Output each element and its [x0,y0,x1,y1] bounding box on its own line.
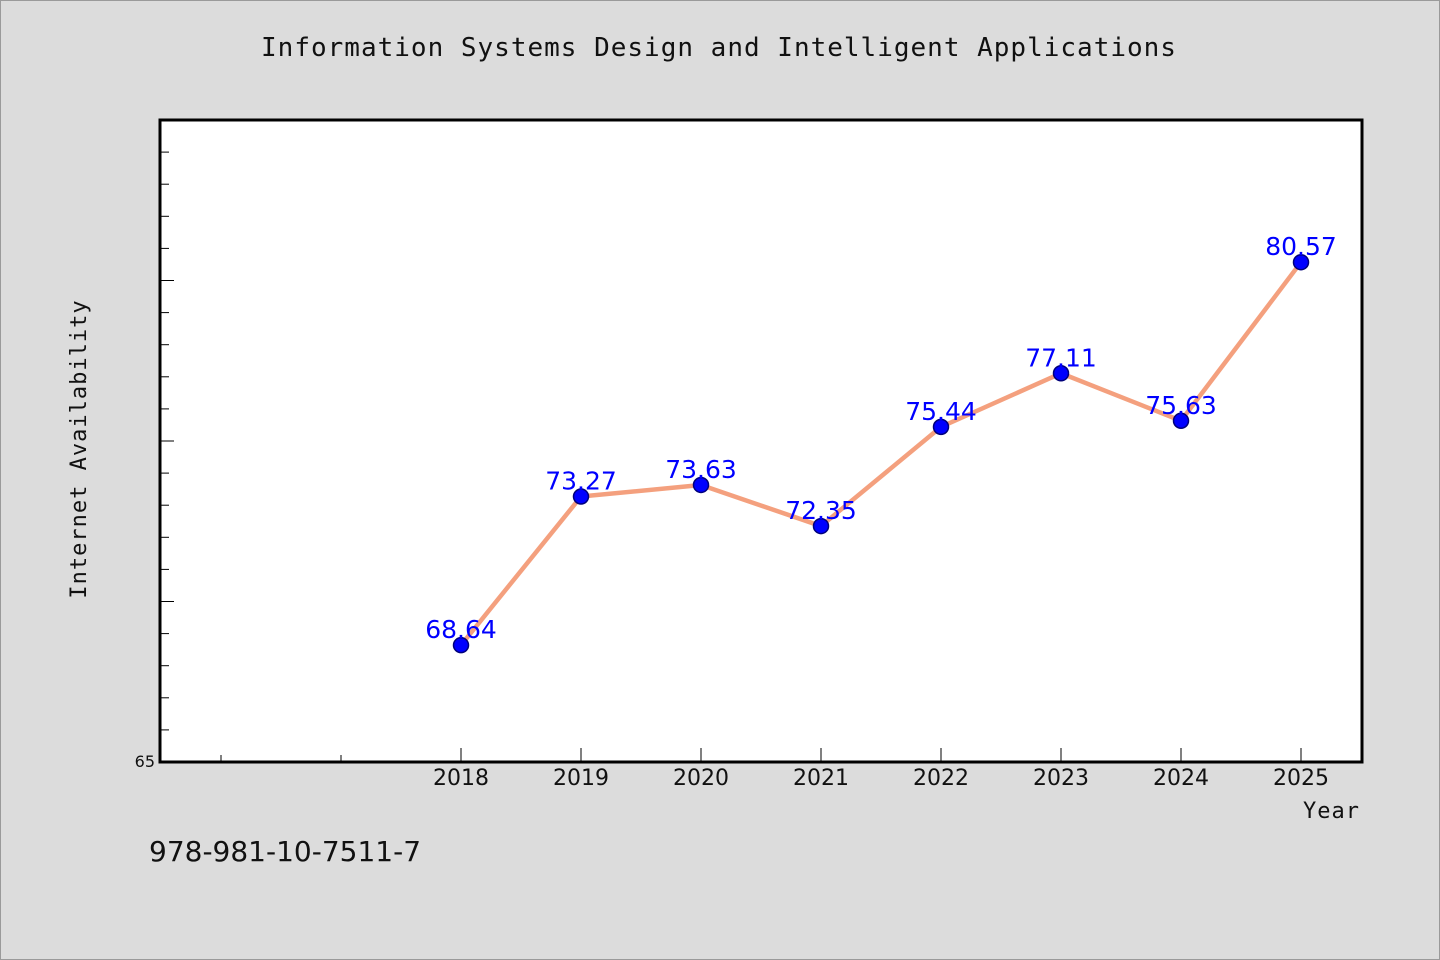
data-label: 75.44 [905,397,977,426]
data-point [1052,365,1070,382]
x-tick-label: 2018 [433,766,489,791]
data-label: 73.27 [545,467,617,496]
plot-area [158,118,1364,764]
data-label: 72.35 [785,496,857,525]
series-line-group [458,259,1304,648]
x-tick-label: 2023 [1033,766,1089,791]
x-axis-label: Year [1303,799,1360,824]
data-point [812,517,830,535]
data-point [692,476,710,494]
x-tick-label: 2020 [673,766,729,791]
data-point [452,636,470,654]
series-line [458,259,1304,648]
data-point [572,488,590,505]
data-label: 80.57 [1265,232,1337,261]
x-tick-label: 2024 [1153,766,1209,791]
data-markers [452,253,1310,654]
data-label: 75.63 [1145,391,1217,420]
isbn-text: 978-981-10-7511-7 [149,835,422,868]
data-point [1172,412,1190,430]
x-axis-ticks: 2018 2019 2020 2021 2022 2023 2024 2025 [433,748,1329,791]
data-label: 73.63 [665,455,737,484]
data-point [1292,253,1310,271]
x-tick-label: 2021 [793,766,849,791]
data-point [932,418,950,436]
data-label: 77.11 [1025,343,1097,372]
y-axis-label: Internet Availability [67,299,92,598]
x-tick-label: 2022 [913,766,969,791]
x-tick-label: 2019 [553,766,609,791]
y-tick-label: 65 [135,752,155,771]
x-tick-label: 2025 [1273,766,1329,791]
chart-title: Information Systems Design and Intellige… [261,33,1177,63]
y-axis-ticks [160,151,174,731]
data-label: 68.64 [425,615,497,644]
data-labels: 68.64 73.27 73.63 72.35 75.44 77.11 75.63 80.57 [425,232,1337,644]
x-axis-minor-ticks [220,755,342,762]
